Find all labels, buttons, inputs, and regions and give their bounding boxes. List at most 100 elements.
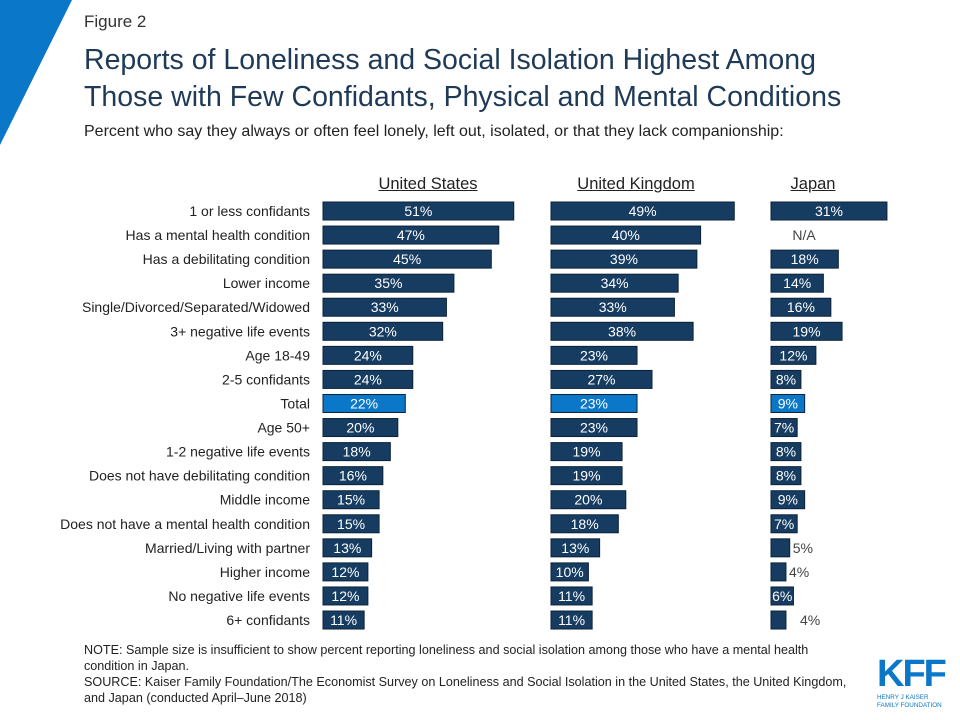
title-line-2: Those with Few Confidants, Physical and … xyxy=(84,81,842,113)
bar xyxy=(770,418,798,438)
data-label: 38% xyxy=(608,323,636,339)
data-label: 14% xyxy=(783,275,811,291)
bar xyxy=(550,610,593,630)
data-label: 45% xyxy=(393,251,421,267)
data-label: 33% xyxy=(599,299,627,315)
data-label: 8% xyxy=(776,371,796,387)
data-label: 4% xyxy=(789,564,809,580)
category-label: Has a mental health condition xyxy=(126,227,310,243)
notes: NOTE: Sample size is insufficient to sho… xyxy=(84,642,854,706)
data-label: 40% xyxy=(612,227,640,243)
bar xyxy=(550,442,623,462)
title-line-1: Reports of Loneliness and Social Isolati… xyxy=(84,44,816,76)
data-label: 9% xyxy=(778,492,798,508)
bar xyxy=(770,201,888,221)
category-label: 2-5 confidants xyxy=(222,371,310,387)
bar xyxy=(322,225,500,245)
bar xyxy=(550,273,679,293)
logo-mark: KFF xyxy=(877,653,947,695)
data-label: 34% xyxy=(601,275,629,291)
bar xyxy=(550,538,601,558)
data-label: 12% xyxy=(331,564,359,580)
data-label: 18% xyxy=(343,444,371,460)
category-label: Age 50+ xyxy=(257,420,310,436)
bar xyxy=(322,321,444,341)
series-header-japan: Japan xyxy=(790,175,836,193)
data-label: 35% xyxy=(374,275,402,291)
data-label: 20% xyxy=(346,420,374,436)
bar xyxy=(770,442,802,462)
category-label: Middle income xyxy=(220,492,310,508)
bar xyxy=(322,273,455,293)
series-header-uk: United Kingdom xyxy=(577,175,695,193)
category-label: Total xyxy=(280,395,310,411)
bar xyxy=(550,225,702,245)
category-label: Single/Divorced/Separated/Widowed xyxy=(82,299,310,315)
data-label: 23% xyxy=(580,420,608,436)
bar xyxy=(550,249,698,269)
missing-label: N/A xyxy=(792,227,816,243)
data-label: 8% xyxy=(776,444,796,460)
bar xyxy=(322,249,492,269)
data-label: 23% xyxy=(580,347,608,363)
data-label: 18% xyxy=(571,516,599,532)
bar xyxy=(550,562,589,582)
bar xyxy=(550,418,638,438)
bar xyxy=(770,610,787,630)
note-text: NOTE: Sample size is insufficient to sho… xyxy=(84,643,809,673)
chart-title: Reports of Loneliness and Social Isolati… xyxy=(84,42,841,116)
bar xyxy=(770,586,794,606)
bar xyxy=(550,345,638,365)
data-label: 23% xyxy=(580,395,608,411)
data-label: 16% xyxy=(787,299,815,315)
data-label: 7% xyxy=(774,420,794,436)
data-label: 27% xyxy=(587,371,615,387)
bar xyxy=(322,297,447,317)
bar xyxy=(770,249,839,269)
bar xyxy=(550,466,623,486)
category-label: No negative life events xyxy=(168,588,310,604)
bar xyxy=(322,345,414,365)
bar xyxy=(322,538,373,558)
data-label: 8% xyxy=(776,468,796,484)
bar xyxy=(770,562,787,582)
bar xyxy=(322,201,515,221)
source-text: SOURCE: Kaiser Family Foundation/The Eco… xyxy=(84,675,847,705)
data-label: 9% xyxy=(778,395,798,411)
data-label: 15% xyxy=(337,492,365,508)
bar xyxy=(770,538,791,558)
data-label: 19% xyxy=(793,323,821,339)
category-label: 3+ negative life events xyxy=(170,323,310,339)
category-label: Has a debilitating condition xyxy=(143,251,310,267)
data-label: 12% xyxy=(331,588,359,604)
data-label: 18% xyxy=(791,251,819,267)
bar xyxy=(770,345,817,365)
data-label: 19% xyxy=(573,468,601,484)
data-label: 22% xyxy=(350,395,378,411)
logo-sub-line-2: FAMILY FOUNDATION xyxy=(877,702,942,709)
data-label: 13% xyxy=(333,540,361,556)
data-label: 15% xyxy=(337,516,365,532)
data-label: 47% xyxy=(397,227,425,243)
data-label: 39% xyxy=(610,251,638,267)
bar xyxy=(322,562,369,582)
data-label: 19% xyxy=(573,444,601,460)
bar xyxy=(322,393,406,413)
bar xyxy=(550,201,735,221)
bar xyxy=(770,297,832,317)
data-label: 31% xyxy=(815,203,843,219)
category-label: 1-2 negative life events xyxy=(166,444,310,460)
kff-logo: KFF HENRY J KAISER FAMILY FOUNDATION xyxy=(877,654,953,710)
bar xyxy=(550,297,675,317)
logo-sub-line-1: HENRY J KAISER xyxy=(877,694,929,701)
bar xyxy=(322,490,380,510)
bar xyxy=(322,369,414,389)
data-label: 11% xyxy=(558,588,585,604)
data-label: 20% xyxy=(574,492,602,508)
data-label: 12% xyxy=(779,347,807,363)
chart-subtitle: Percent who say they always or often fee… xyxy=(84,123,784,140)
bar xyxy=(770,466,802,486)
data-label: 51% xyxy=(404,203,432,219)
data-label: 24% xyxy=(354,347,382,363)
